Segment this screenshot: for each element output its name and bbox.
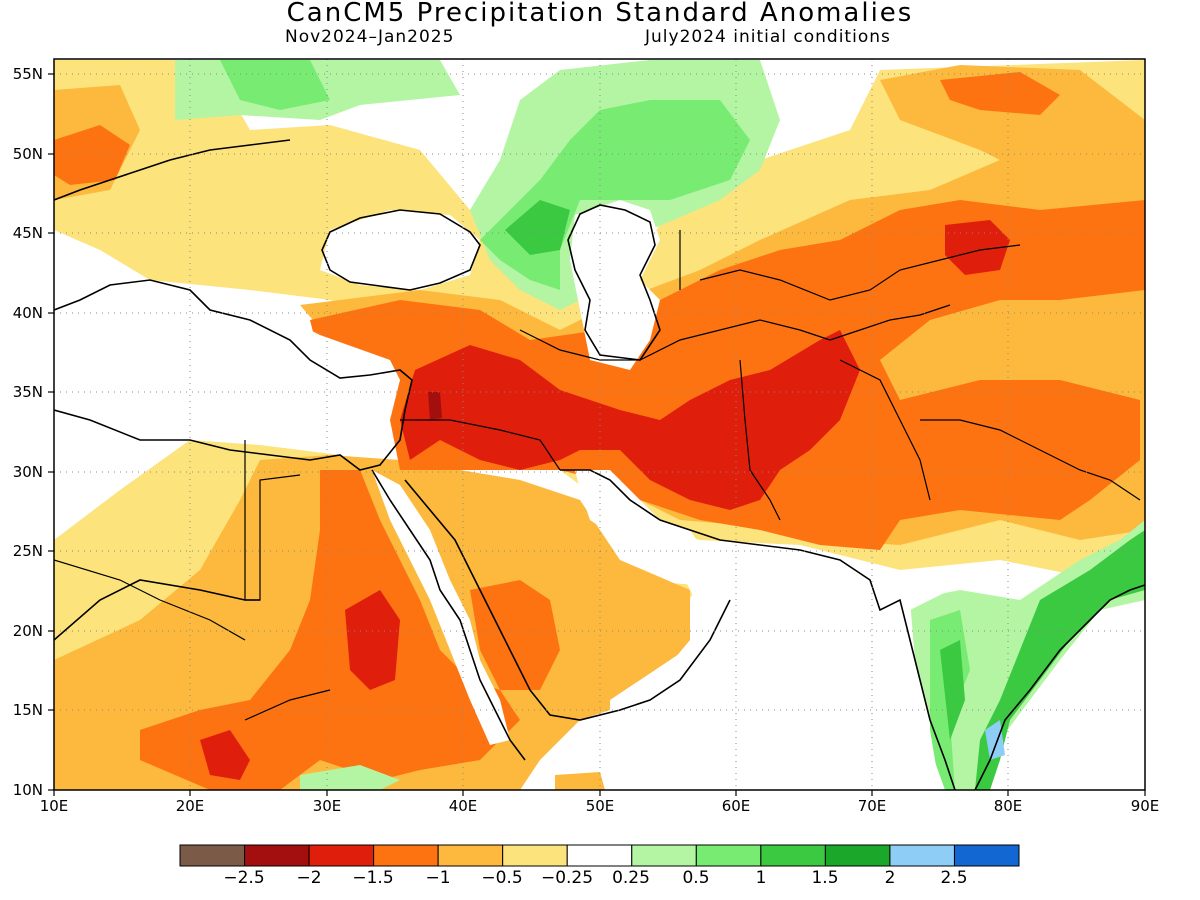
colorbar-swatch	[308, 844, 375, 867]
anomaly-area-mid-green-india	[940, 640, 965, 740]
colorbar-label: −1.5	[352, 868, 394, 888]
anomaly-area-darkred-iraq	[428, 392, 442, 420]
anomaly-area-dark-orange-arabia	[470, 580, 560, 690]
lon-label-50e: 50E	[585, 797, 615, 815]
colorbar-swatch	[244, 844, 310, 867]
lon-label-30e: 30E	[312, 797, 342, 815]
lat-label-55n: 55N	[12, 65, 43, 83]
colorbar-swatch	[824, 844, 891, 867]
colorbar-swatch	[760, 844, 826, 867]
anomaly-map	[48, 58, 1146, 796]
colorbar-label: 1.5	[811, 868, 839, 888]
lon-label-20e: 20E	[175, 797, 205, 815]
anomaly-area-red-mideast	[400, 330, 860, 510]
lon-label-10e: 10E	[39, 797, 69, 815]
anomaly-area-red-chad	[200, 730, 250, 780]
arabian-sea-blank	[610, 600, 870, 790]
anomaly-area-orange-ne	[880, 65, 1145, 200]
colorbar-label: −1	[425, 868, 451, 888]
map-title: CanCM5 Precipitation Standard Anomalies	[286, 0, 914, 28]
axis-ticks	[48, 73, 1146, 796]
colorbar-swatch	[889, 844, 955, 867]
colorbar-swatch	[502, 844, 568, 867]
lat-label-15n: 15N	[12, 701, 43, 719]
coastlines	[54, 139, 1145, 790]
anomaly-area-dark-orange-nw	[54, 125, 130, 185]
colorbar-swatch	[373, 844, 439, 867]
colorbar-label: 2	[884, 868, 896, 888]
forecast-period: Nov2024–Jan2025	[285, 27, 455, 47]
initial-conditions: July2024 initial conditions	[645, 27, 891, 47]
black-sea-region-blank	[320, 210, 480, 290]
anomaly-area-orange-sma	[555, 772, 605, 790]
colorbar-label: 2.5	[940, 868, 968, 888]
colorbar-swatch	[695, 844, 762, 867]
anomaly-area-red-sudan	[345, 590, 400, 690]
anomaly-area-green-balkans	[220, 60, 330, 110]
lon-label-80e: 80E	[993, 797, 1023, 815]
lon-label-90e: 90E	[1130, 797, 1160, 815]
colorbar-label: −0.25	[540, 868, 594, 888]
red-sea-region-blank	[372, 470, 510, 745]
lat-label-35n: 35N	[12, 383, 43, 401]
lat-label-40n: 40N	[12, 304, 43, 322]
anomaly-area-light-blue-india	[985, 720, 1005, 760]
lat-label-50n: 50N	[12, 145, 43, 163]
lat-label-20n: 20N	[12, 622, 43, 640]
colorbar-label: 0.25	[612, 868, 650, 888]
colorbar-label: −0.5	[481, 868, 523, 888]
colorbar-swatch	[437, 844, 504, 867]
colorbar-label: −2	[296, 868, 322, 888]
country-borders	[54, 230, 1141, 721]
anomaly-area-light-green-africa	[300, 765, 400, 790]
mediterranean-region-blank	[54, 300, 400, 440]
lat-label-10n: 10N	[12, 781, 43, 799]
lon-label-70e: 70E	[857, 797, 887, 815]
caspian-region-blank	[570, 200, 660, 370]
anomaly-area-mid-green-caspian	[505, 200, 570, 255]
lon-label-60e: 60E	[721, 797, 751, 815]
colorbar-label: −2.5	[223, 868, 265, 888]
colorbar-swatch	[631, 844, 697, 867]
lat-label-25n: 25N	[12, 542, 43, 560]
colorbar-swatch	[953, 844, 1020, 867]
lon-label-40e: 40E	[448, 797, 478, 815]
colorbar-label: 1	[755, 868, 767, 888]
anomaly-area-red-central-asia	[945, 220, 1010, 275]
anomaly-area-dark-orange-ne	[940, 72, 1060, 115]
colorbar-swatch	[566, 844, 633, 867]
anomaly-area-green-bengal	[975, 530, 1145, 790]
persian-gulf-region-blank	[575, 470, 720, 610]
lat-label-30n: 30N	[12, 463, 43, 481]
lat-label-45n: 45N	[12, 224, 43, 242]
colorbar-label: 0.5	[682, 868, 710, 888]
colorbar-swatch	[179, 844, 246, 867]
